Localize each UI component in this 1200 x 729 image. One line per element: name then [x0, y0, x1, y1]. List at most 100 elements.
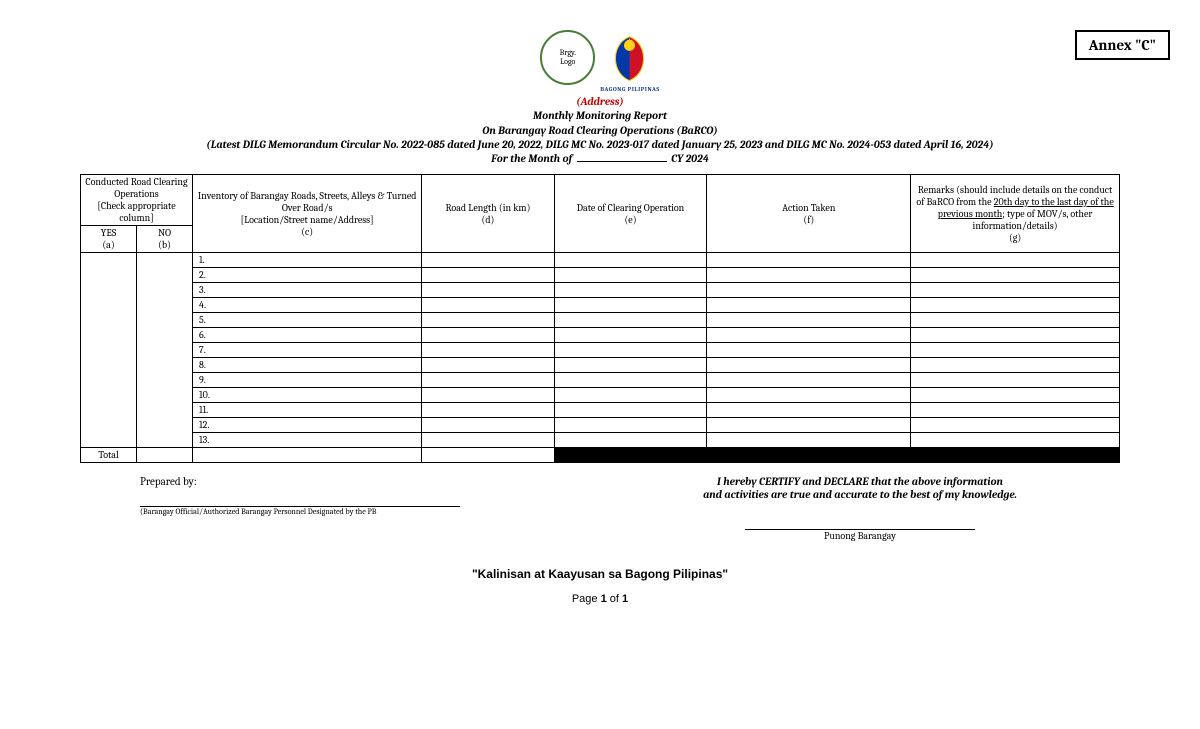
th-action-text: Action Taken — [782, 202, 835, 214]
cell-remarks[interactable] — [911, 298, 1120, 313]
th-inv-letter: (c) — [301, 226, 313, 238]
tagline: "Kalinisan at Kaayusan sa Bagong Pilipin… — [80, 567, 1120, 581]
cell-date[interactable] — [554, 343, 707, 358]
cell-remarks[interactable] — [911, 268, 1120, 283]
cell-remarks[interactable] — [911, 433, 1120, 448]
cell-action[interactable] — [707, 298, 911, 313]
cell-length[interactable] — [422, 328, 554, 343]
cell-inventory[interactable]: 13. — [193, 433, 422, 448]
cell-length[interactable] — [422, 313, 554, 328]
cell-inventory[interactable]: 11. — [193, 403, 422, 418]
cell-inventory[interactable]: 10. — [193, 388, 422, 403]
cell-date[interactable] — [554, 358, 707, 373]
cell-remarks[interactable] — [911, 418, 1120, 433]
cell-date[interactable] — [554, 298, 707, 313]
cell-date[interactable] — [554, 373, 707, 388]
cell-no[interactable] — [137, 253, 193, 448]
cell-length[interactable] — [422, 268, 554, 283]
cell-date[interactable] — [554, 313, 707, 328]
cell-remarks[interactable] — [911, 403, 1120, 418]
table-row: 13. — [81, 433, 1120, 448]
cell-inventory[interactable]: 9. — [193, 373, 422, 388]
cell-remarks[interactable] — [911, 313, 1120, 328]
cell-length[interactable] — [422, 358, 554, 373]
cell-action[interactable] — [707, 373, 911, 388]
cell-remarks[interactable] — [911, 253, 1120, 268]
cell-remarks[interactable] — [911, 388, 1120, 403]
cell-date[interactable] — [554, 388, 707, 403]
circular-line: (Latest DILG Memorandum Circular No. 202… — [80, 138, 1120, 152]
th-len-text: Road Length (in km) — [445, 202, 530, 214]
cell-action[interactable] — [707, 388, 911, 403]
th-no: NO (b) — [137, 226, 193, 253]
table-row: 3. — [81, 283, 1120, 298]
cell-remarks[interactable] — [911, 328, 1120, 343]
cell-inventory[interactable]: 7. — [193, 343, 422, 358]
th-yes: YES (a) — [81, 226, 137, 253]
cell-action[interactable] — [707, 433, 911, 448]
cell-action[interactable] — [707, 253, 911, 268]
th-action: Action Taken (f) — [707, 175, 911, 253]
total-black-fill — [554, 448, 1119, 463]
cell-length[interactable] — [422, 283, 554, 298]
cell-action[interactable] — [707, 358, 911, 373]
cell-remarks[interactable] — [911, 283, 1120, 298]
cell-length[interactable] — [422, 373, 554, 388]
cell-remarks[interactable] — [911, 343, 1120, 358]
cell-inventory[interactable]: 6. — [193, 328, 422, 343]
cell-remarks[interactable] — [911, 358, 1120, 373]
cell-length[interactable] — [422, 433, 554, 448]
header-logos: Brgy.Logo BAGONG PILIPINAS — [80, 30, 1120, 93]
cell-date[interactable] — [554, 253, 707, 268]
cell-date[interactable] — [554, 433, 707, 448]
certify-line-2: and activities are true and accurate to … — [600, 488, 1120, 501]
cell-date[interactable] — [554, 418, 707, 433]
page-total: 1 — [622, 593, 628, 605]
cell-date[interactable] — [554, 403, 707, 418]
cell-inventory[interactable]: 4. — [193, 298, 422, 313]
cell-length[interactable] — [422, 403, 554, 418]
barco-table: Conducted Road Clearing Operations [Chec… — [80, 174, 1120, 463]
th-date: Date of Clearing Operation (e) — [554, 175, 707, 253]
page-of: of — [607, 593, 622, 605]
cell-action[interactable] — [707, 313, 911, 328]
cell-action[interactable] — [707, 343, 911, 358]
certify-line-1: I hereby CERTIFY and DECLARE that the ab… — [600, 475, 1120, 488]
page-prefix: Page — [572, 593, 601, 605]
ph-logo-wrap: BAGONG PILIPINAS — [600, 30, 659, 93]
cell-length[interactable] — [422, 343, 554, 358]
signature-area: Prepared by: (Barangay Official/Authoriz… — [80, 475, 1120, 542]
th-remarks: Remarks (should include details on the c… — [911, 175, 1120, 253]
cell-length[interactable] — [422, 253, 554, 268]
table-row: 1. — [81, 253, 1120, 268]
cell-yes[interactable] — [81, 253, 137, 448]
table-row: 6. — [81, 328, 1120, 343]
cell-date[interactable] — [554, 268, 707, 283]
cell-action[interactable] — [707, 403, 911, 418]
cell-length[interactable] — [422, 298, 554, 313]
cell-remarks[interactable] — [911, 373, 1120, 388]
cell-length[interactable] — [422, 388, 554, 403]
cell-inventory[interactable]: 5. — [193, 313, 422, 328]
month-blank[interactable] — [577, 161, 667, 162]
cell-date[interactable] — [554, 283, 707, 298]
table-row: 10. — [81, 388, 1120, 403]
th-rem-letter: (g) — [1009, 232, 1021, 244]
cell-inventory[interactable]: 2. — [193, 268, 422, 283]
cell-length[interactable] — [422, 418, 554, 433]
cell-inventory[interactable]: 1. — [193, 253, 422, 268]
cell-action[interactable] — [707, 283, 911, 298]
cell-inventory[interactable]: 8. — [193, 358, 422, 373]
cell-date[interactable] — [554, 328, 707, 343]
th-action-letter: (f) — [803, 214, 814, 226]
cell-action[interactable] — [707, 328, 911, 343]
cell-inventory[interactable]: 3. — [193, 283, 422, 298]
th-length: Road Length (in km) (d) — [422, 175, 554, 253]
cell-inventory[interactable]: 12. — [193, 418, 422, 433]
cell-action[interactable] — [707, 418, 911, 433]
address-line: (Address) — [80, 95, 1120, 109]
total-row: Total — [81, 448, 1120, 463]
cell-action[interactable] — [707, 268, 911, 283]
table-row: 7. — [81, 343, 1120, 358]
brgy-logo-placeholder: Brgy.Logo — [540, 30, 595, 85]
